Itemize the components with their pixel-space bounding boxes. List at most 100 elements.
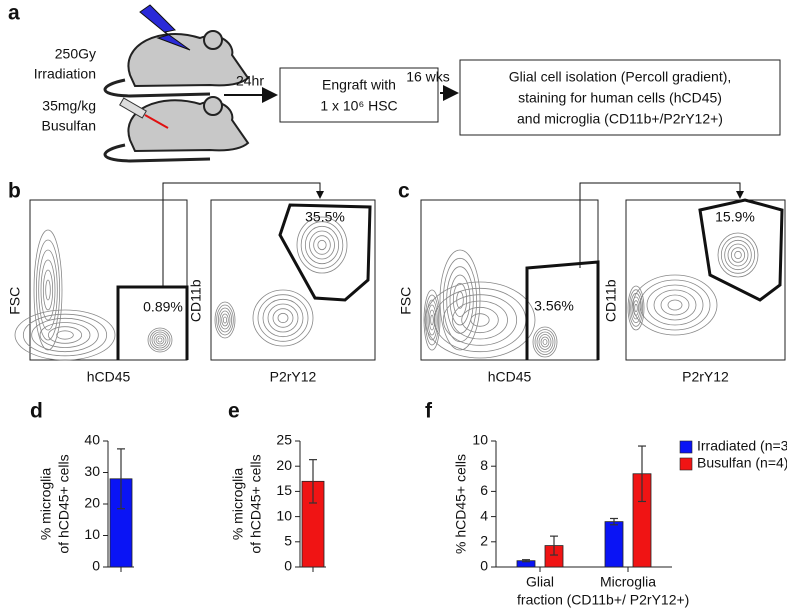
step-box — [279, 67, 439, 123]
contour — [727, 243, 749, 267]
contour — [646, 284, 704, 326]
contour — [222, 316, 228, 324]
error-bar — [117, 448, 125, 510]
contour — [631, 296, 641, 320]
x-tick-label: fraction — [517, 592, 563, 608]
panel-label: d — [30, 400, 43, 423]
contour — [430, 314, 434, 326]
contour — [317, 239, 327, 251]
contour — [428, 309, 436, 331]
contour — [304, 225, 340, 265]
y-tick-label: 40 — [84, 432, 100, 448]
contour — [42, 269, 54, 311]
y-tick-label: 10 — [84, 526, 100, 542]
error-bar — [638, 445, 646, 503]
mouse-label: Irradiation — [34, 66, 96, 82]
contour — [540, 336, 550, 348]
y-tick-label: 20 — [84, 495, 100, 511]
connector — [579, 182, 744, 268]
contour — [157, 337, 163, 343]
y-axis-label: % microglia — [38, 468, 54, 541]
plot-frame — [29, 199, 188, 361]
panel-label: b — [8, 180, 21, 203]
contour — [452, 282, 468, 318]
contour — [219, 310, 231, 330]
contour — [632, 300, 640, 316]
gate-percent: 35.5% — [305, 209, 345, 225]
y-tick-label: 10 — [276, 507, 292, 523]
y-tick-label: 25 — [276, 432, 292, 448]
contour — [538, 334, 552, 350]
contour — [720, 236, 756, 274]
contour — [634, 303, 638, 313]
box-text: Engraft with — [322, 77, 396, 93]
contour — [56, 330, 74, 340]
connector — [162, 182, 324, 287]
contour — [252, 289, 314, 347]
step-label: 16 wks — [406, 69, 450, 85]
contour — [628, 289, 644, 327]
contour — [426, 299, 438, 341]
contour — [309, 230, 335, 260]
contour — [427, 304, 437, 336]
contour — [217, 307, 233, 333]
y-tick-label: 4 — [480, 507, 488, 523]
box-text: Glial cell isolation (Percoll gradient), — [509, 69, 732, 85]
y-tick-label: 8 — [480, 457, 488, 473]
contour — [536, 331, 554, 353]
x-tick-label: Glial — [526, 574, 554, 590]
y-tick-label: 20 — [276, 457, 292, 473]
panel-label: c — [398, 180, 410, 203]
contour — [439, 249, 481, 351]
y-tick-label: 0 — [480, 558, 488, 574]
contour — [446, 266, 474, 334]
contour — [442, 257, 478, 343]
error-bar — [610, 517, 618, 526]
contour — [45, 279, 51, 301]
contour — [257, 294, 309, 342]
panel-label: a — [8, 2, 20, 25]
gate — [525, 260, 600, 360]
error-bar — [522, 559, 530, 563]
contour — [153, 333, 167, 347]
contour — [147, 327, 173, 353]
contour — [151, 331, 169, 349]
bar — [604, 521, 624, 568]
contour — [155, 335, 165, 345]
mouse-busulfan — [103, 96, 250, 163]
contour — [267, 303, 299, 333]
panel-label: e — [228, 400, 240, 423]
error-bar — [309, 459, 317, 504]
step-label: 24hr — [236, 73, 264, 89]
x-tick-label: (CD11b+/ P2rY12+) — [567, 592, 690, 608]
y-tick-label: 6 — [480, 482, 488, 498]
contour — [216, 304, 234, 336]
contour — [424, 294, 440, 346]
y-tick-label: 5 — [284, 533, 292, 549]
contour — [734, 250, 742, 260]
error-bar — [550, 535, 558, 556]
contour — [627, 285, 645, 331]
y-tick-label: 15 — [276, 482, 292, 498]
contour — [730, 247, 746, 263]
contour — [47, 326, 83, 344]
legend-swatch — [679, 457, 693, 471]
contour — [277, 312, 289, 324]
contour — [724, 239, 752, 271]
plot-frame — [625, 199, 786, 361]
x-axis-label: hCD45 — [87, 369, 131, 385]
y-tick-label: 0 — [92, 558, 100, 574]
contour — [40, 259, 56, 321]
gate-percent: 3.56% — [534, 298, 574, 314]
y-axis-label: FSC — [398, 287, 414, 315]
contour — [221, 313, 229, 327]
contour — [149, 329, 171, 351]
contour — [653, 289, 697, 321]
flow-plots: 0.89% hCD45 FSC 35.5% P2rY12 CD11b 3.56% hCD45 F… — [7, 198, 786, 385]
gate — [116, 285, 189, 360]
y-axis-label: CD11b — [603, 279, 619, 322]
legend-label: Irradiated (n=3) — [697, 438, 787, 454]
y-axis-label: CD11b — [188, 279, 204, 322]
y-axis-label: % hCD45+ cells — [453, 454, 469, 554]
